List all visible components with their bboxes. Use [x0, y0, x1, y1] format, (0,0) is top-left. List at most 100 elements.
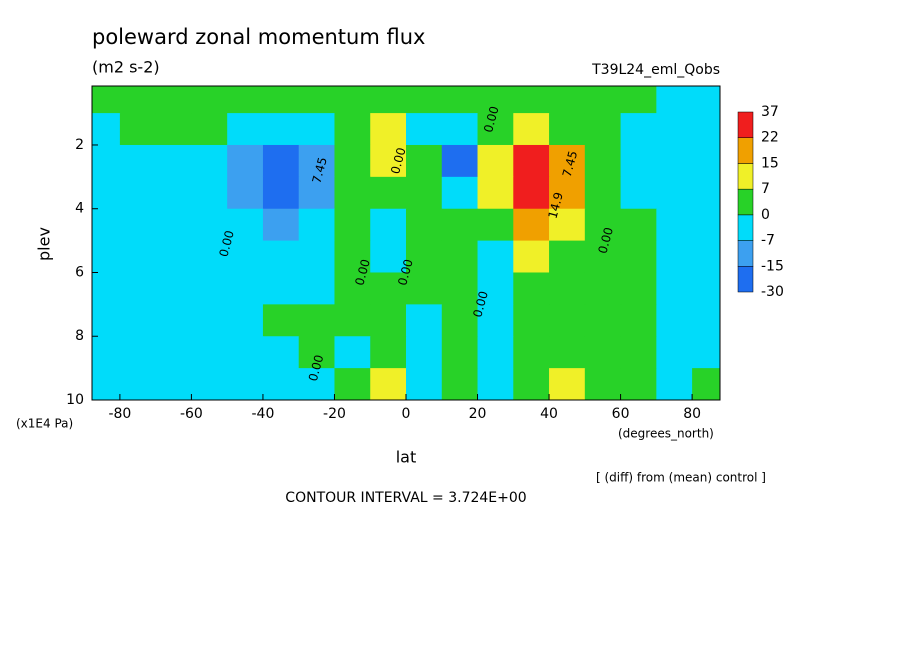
colorbar-label: 0 — [761, 207, 770, 223]
contour-label: 0.00 — [388, 146, 408, 175]
field-cell — [119, 304, 157, 337]
field-cell — [262, 240, 300, 273]
field-cell — [298, 208, 335, 242]
field-cell — [513, 86, 550, 114]
field-cell — [584, 336, 622, 369]
contour-field — [92, 86, 720, 400]
field-cell — [334, 368, 371, 400]
field-cell — [406, 304, 443, 337]
field-cell — [370, 336, 407, 369]
field-cell — [298, 176, 335, 210]
field-cell — [441, 240, 479, 273]
field-cell — [262, 336, 300, 369]
field-cell — [549, 368, 586, 400]
field-cell — [334, 304, 371, 337]
field-cell — [191, 176, 228, 210]
field-cell — [692, 113, 720, 146]
field-cell — [692, 176, 720, 210]
field-cell — [441, 113, 479, 146]
field-cell — [119, 336, 157, 369]
field-cell — [620, 368, 657, 400]
field-cell — [656, 336, 693, 369]
field-cell — [656, 304, 693, 337]
field-cell — [119, 176, 157, 210]
field-cell — [92, 304, 121, 337]
field-cell — [155, 304, 192, 337]
field-cell — [692, 144, 720, 178]
field-cell — [620, 304, 657, 337]
field-cell — [227, 272, 264, 305]
colorbar-box — [737, 188, 754, 216]
field-cell — [334, 113, 371, 146]
field-cell — [441, 208, 479, 242]
field-cell — [620, 144, 657, 178]
field-cell — [298, 272, 335, 305]
field-cell — [92, 144, 121, 178]
field-cell — [620, 113, 657, 146]
field-cell — [620, 86, 657, 114]
field-cell — [155, 113, 192, 146]
y-tick-label: 2 — [75, 137, 84, 153]
colorbar-label: 22 — [761, 130, 779, 146]
field-cell — [227, 86, 264, 114]
field-cell — [441, 272, 479, 305]
field-cell — [370, 176, 407, 210]
field-cell — [334, 144, 371, 178]
field-cell — [513, 144, 550, 178]
field-cell — [477, 176, 514, 210]
field-cell — [549, 113, 586, 146]
field-cell — [549, 176, 586, 210]
field-cell — [441, 368, 479, 400]
x-tick-label: 20 — [469, 406, 487, 422]
contour-label: 0.00 — [352, 258, 372, 287]
field-cell — [441, 304, 479, 337]
field-cell — [227, 176, 264, 210]
field-cell — [513, 272, 550, 305]
field-cell — [370, 113, 407, 146]
field-cell — [262, 208, 300, 242]
colorbar-label: 15 — [761, 155, 779, 171]
field-cell — [227, 368, 264, 400]
field-cell — [92, 86, 121, 114]
chart-subtitle: (m2 s-2) — [92, 58, 160, 77]
field-cell — [227, 336, 264, 369]
colorbar-label: -30 — [761, 284, 784, 300]
field-cell — [334, 272, 371, 305]
field-cell — [227, 113, 264, 146]
field-cell — [92, 176, 121, 210]
field-cell — [155, 144, 192, 178]
field-cell — [334, 240, 371, 273]
field-cell — [656, 368, 693, 400]
y-tick-label: 8 — [75, 328, 84, 344]
field-cell — [119, 272, 157, 305]
field-cell — [298, 113, 335, 146]
y-tick-label: 4 — [75, 201, 84, 217]
field-cell — [406, 272, 443, 305]
field-cell — [620, 272, 657, 305]
field-cell — [477, 144, 514, 178]
field-cell — [334, 86, 371, 114]
field-cell — [656, 240, 693, 273]
field-cell — [692, 240, 720, 273]
field-cell — [692, 272, 720, 305]
field-cell — [298, 336, 335, 369]
field-cell — [92, 336, 121, 369]
note: [ (diff) from (mean) control ] — [596, 471, 766, 485]
contour-label: 7.45 — [560, 149, 580, 178]
x-axis-label: lat — [396, 448, 417, 467]
contour-label: 0.00 — [596, 226, 616, 255]
field-cell — [191, 113, 228, 146]
field-cell — [477, 208, 514, 242]
field-cell — [155, 86, 192, 114]
field-cell — [119, 368, 157, 400]
field-cell — [549, 304, 586, 337]
field-cell — [298, 240, 335, 273]
x-tick-label: 60 — [612, 406, 630, 422]
field-cell — [584, 272, 622, 305]
field-cell — [692, 368, 720, 400]
field-cell — [262, 113, 300, 146]
y-axis-label: plev — [35, 227, 54, 261]
field-cell — [406, 176, 443, 210]
field-cell — [656, 86, 693, 114]
